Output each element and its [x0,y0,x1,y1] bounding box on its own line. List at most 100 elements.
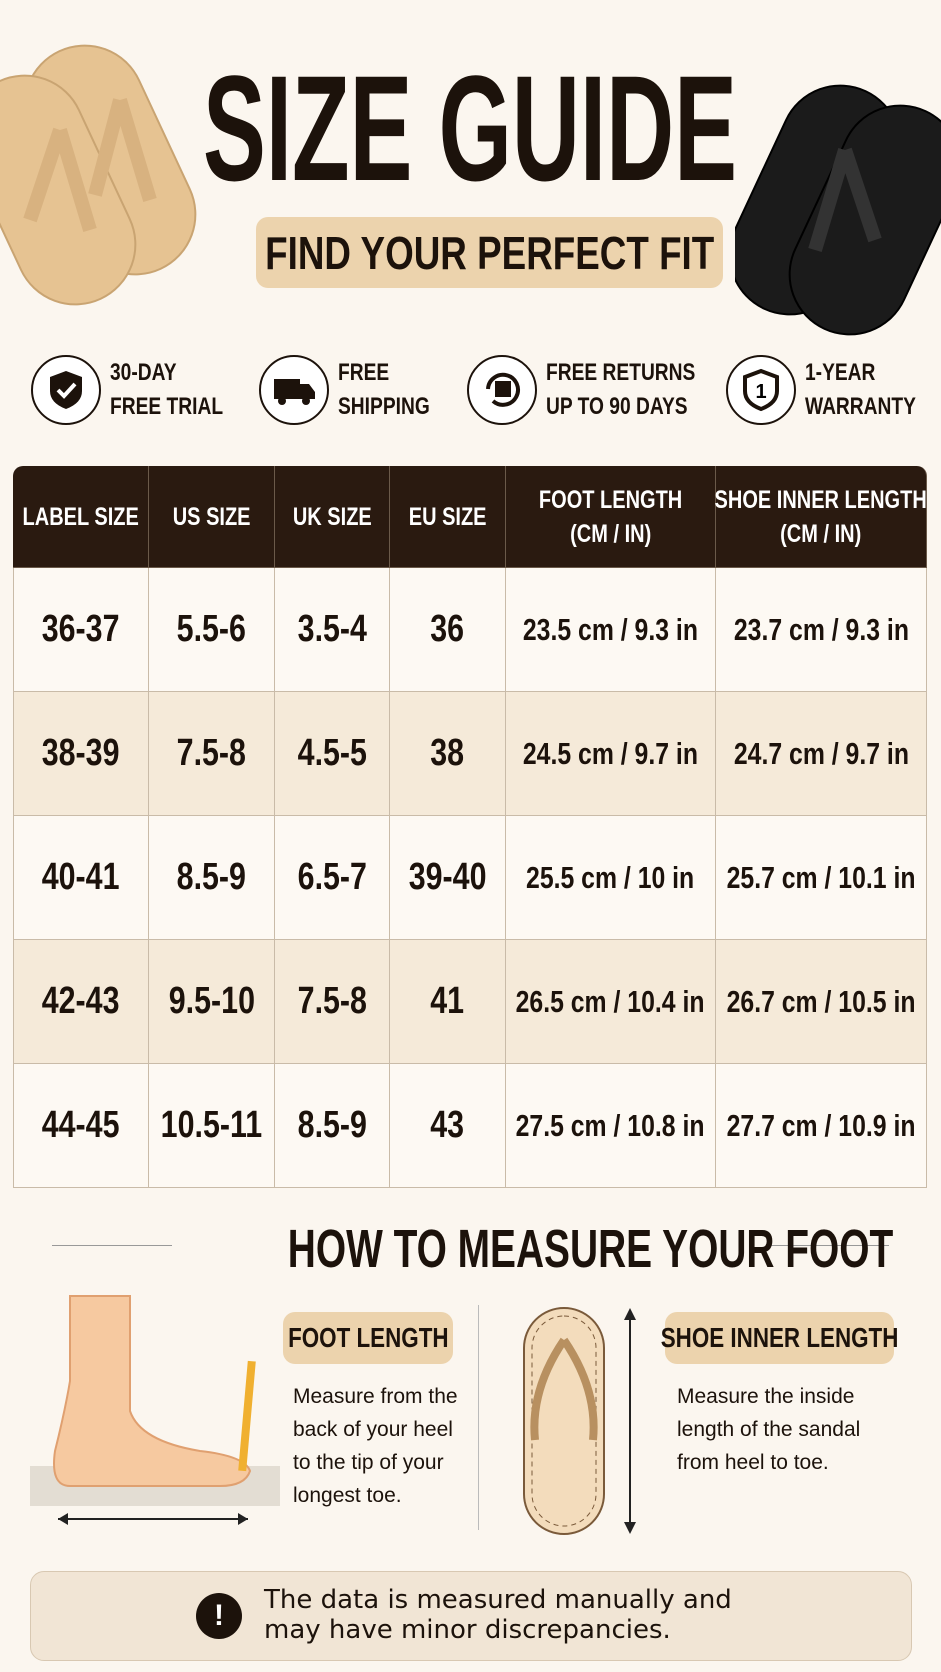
table-cell: 27.7 cm / 10.9 in [716,1064,927,1188]
feature-line: FREE [338,358,390,386]
table-cell: 42-43 [13,940,149,1064]
cell-text: 44-45 [42,1104,120,1146]
feature-icon: 1 [726,354,796,425]
svg-text:1: 1 [755,381,766,403]
table-cell: 5.5-6 [149,568,275,692]
header-text: EU SIZE [408,502,487,531]
note-box [30,1571,912,1661]
feature-icon [259,354,329,425]
cell-text: 43 [430,1104,465,1146]
table-cell: 26.5 cm / 10.4 in [506,940,716,1064]
cell-text: 7.5-8 [176,732,247,774]
cell-text: 36-37 [42,608,120,650]
cell-text: 36 [430,608,465,650]
cell-text: 26.5 cm / 10.4 in [516,983,705,1019]
cell-text: 26.7 cm / 10.5 in [726,983,916,1019]
header-cell: SHOE INNER LENGTH (CM / IN) [715,466,927,568]
header-cell: UK SIZE [275,466,390,568]
divider-line [769,1245,889,1246]
card-text: Measure from the back of your heel to th… [293,1385,458,1507]
feature-text: 1-YEAR WARRANTY [805,356,941,424]
feature: 30-DAY FREE TRIAL [30,342,251,437]
measure-title: HOW TO MEASURE YOUR FOOT [287,1219,894,1279]
measure-section: HOW TO MEASURE YOUR FOOT [170,1218,894,1280]
header-cell: EU SIZE [390,466,506,568]
header-text: FOOT LENGTH [538,485,683,514]
feature: FREE RETURNS UP TO 90 DAYS [466,342,733,437]
table-cell: 24.7 cm / 9.7 in [716,692,927,816]
feature-icon [467,354,537,425]
divider-line [52,1245,172,1246]
cell-text: 25.5 cm / 10 in [526,859,695,895]
sandal-illustration [523,1307,636,1535]
cell-text: 5.5-6 [176,608,247,650]
feature-line: FREE RETURNS [546,358,696,386]
cell-text: 41 [430,980,465,1022]
label-pill: FOOT LENGTH [283,1312,453,1364]
table-cell: 23.7 cm / 9.3 in [716,568,927,692]
cell-text: 6.5-7 [297,856,367,898]
table-cell: 25.5 cm / 10 in [506,816,716,940]
table-cell: 44-45 [13,1064,149,1188]
cell-text: 24.5 cm / 9.7 in [522,735,699,771]
feature: 1 1-YEAR WARRANTY [725,342,941,437]
table-cell: 24.5 cm / 9.7 in [506,692,716,816]
header-text: LABEL SIZE [22,502,139,531]
note-icon: ! [196,1593,242,1639]
cell-text: 8.5-9 [176,856,247,898]
header-text: (CM / IN) [780,519,862,548]
table-cell: 6.5-7 [275,816,390,940]
cell-text: 40-41 [42,856,120,898]
table-cell: 26.7 cm / 10.5 in [716,940,927,1064]
cell-text: 39-40 [408,856,487,898]
table-cell: 36-37 [13,568,149,692]
feature-line: UP TO 90 DAYS [546,392,688,420]
table-cell: 7.5-8 [149,692,275,816]
table-cell: 8.5-9 [149,816,275,940]
table-cell: 25.7 cm / 10.1 in [716,816,927,940]
cell-text: 27.7 cm / 10.9 in [726,1107,916,1143]
header-text: US SIZE [172,502,251,531]
label-pill: SHOE INNER LENGTH [661,1312,898,1364]
table-cell: 39-40 [390,816,506,940]
subtitle-pill: FIND YOUR PERFECT FIT [256,217,723,288]
feature-line: 30-DAY [110,358,177,386]
black-sandals [735,84,941,336]
table-cell: 40-41 [13,816,149,940]
title-area: SIZE GUIDE [203,44,737,210]
feature-line: WARRANTY [805,392,916,420]
feature-icon [31,354,101,425]
feature: FREE SHIPPING [258,342,453,437]
cell-text: 8.5-9 [297,1104,367,1146]
cell-text: 3.5-4 [297,608,367,650]
cell-text: 38 [430,732,465,774]
cell-text: 10.5-11 [160,1104,263,1146]
table-cell: 23.5 cm / 9.3 in [506,568,716,692]
table-cell: 8.5-9 [275,1064,390,1188]
cell-text: 7.5-8 [297,980,367,1022]
cell-text: 38-39 [42,732,120,774]
tan-sandals [0,44,197,306]
table-cell: 10.5-11 [149,1064,275,1188]
card-text: Measure the inside length of the sandal … [677,1385,861,1474]
title: SIZE GUIDE [203,44,737,210]
feature-text: FREE SHIPPING [338,356,453,424]
header-cell: FOOT LENGTH (CM / IN) [506,466,716,568]
header-cell: LABEL SIZE [13,466,149,568]
header-text: UK SIZE [292,502,372,531]
table-cell: 43 [390,1064,506,1188]
header-cell: US SIZE [149,466,275,568]
feature-text: FREE RETURNS UP TO 90 DAYS [546,356,733,424]
feature-line: 1-YEAR [805,358,876,386]
cell-text: 24.7 cm / 9.7 in [733,735,909,771]
table-cell: 38-39 [13,692,149,816]
cell-text: 23.7 cm / 9.3 in [733,611,909,647]
cell-text: 9.5-10 [168,980,255,1022]
table-cell: 38 [390,692,506,816]
cell-text: 42-43 [42,980,120,1022]
card-label: SHOE INNER LENGTH [660,1322,899,1353]
table-cell: 4.5-5 [275,692,390,816]
cell-text: 25.7 cm / 10.1 in [726,859,916,895]
header-text: (CM / IN) [569,519,652,548]
